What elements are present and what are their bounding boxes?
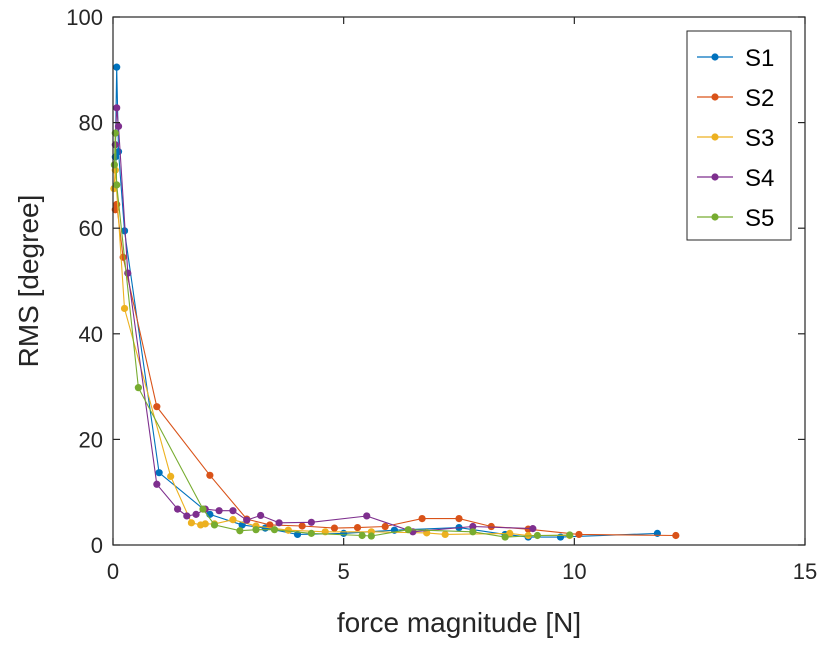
- data-point-s5: [236, 527, 244, 535]
- legend-label: S5: [745, 205, 774, 232]
- data-point-s3: [187, 519, 196, 527]
- data-point-s4: [529, 525, 537, 533]
- data-point-s4: [114, 122, 123, 130]
- series-layer: [110, 63, 680, 541]
- data-point-s2: [353, 523, 362, 532]
- data-point-s5: [533, 531, 542, 540]
- data-point-s5: [566, 531, 574, 539]
- data-point-s2: [266, 521, 274, 529]
- data-point-s3: [441, 530, 449, 539]
- y-tick-label: 60: [79, 216, 103, 241]
- data-point-s2: [418, 515, 426, 523]
- data-point-s5: [252, 526, 260, 534]
- y-tick-label: 40: [79, 322, 103, 347]
- y-tick-label: 100: [66, 5, 103, 30]
- data-point-s5: [270, 526, 279, 534]
- series-s5: [110, 129, 574, 541]
- data-point-s3: [201, 520, 209, 528]
- data-point-s3: [284, 526, 292, 534]
- data-point-s5: [404, 526, 412, 534]
- data-point-s1: [113, 63, 121, 71]
- data-point-s3: [229, 516, 237, 524]
- x-tick-label: 15: [793, 559, 817, 584]
- x-tick-label: 0: [107, 559, 119, 584]
- legend-entry-s3: S3: [697, 125, 774, 152]
- plot-frame: [112, 16, 806, 546]
- data-point-s2: [330, 524, 339, 532]
- legend-entry-s5: S5: [697, 205, 774, 232]
- x-tick-label: 10: [562, 559, 586, 584]
- legend-marker: [711, 213, 719, 221]
- legend-label: S1: [745, 45, 774, 72]
- data-point-s1: [155, 469, 163, 477]
- legend-label: S2: [745, 85, 774, 112]
- data-point-s4: [215, 507, 223, 515]
- data-point-s5: [358, 531, 366, 540]
- data-point-s2: [455, 515, 463, 523]
- data-point-s4: [183, 512, 191, 520]
- y-tick-label: 80: [79, 111, 103, 136]
- data-point-s4: [243, 516, 251, 524]
- data-point-s4: [469, 522, 477, 531]
- data-point-s2: [487, 522, 495, 531]
- legend-entry-s2: S2: [697, 85, 774, 112]
- ticks-layer: 0 5 10 15 0 20 40 60 80 100: [66, 5, 817, 584]
- legend-box: [686, 30, 792, 241]
- data-point-s2: [575, 530, 583, 539]
- data-point-s2: [298, 522, 306, 530]
- legend-marker: [711, 133, 719, 141]
- data-point-s2: [672, 531, 680, 540]
- data-point-s5: [113, 181, 121, 189]
- data-point-s5: [110, 161, 118, 169]
- data-point-s3: [120, 304, 129, 313]
- data-point-s1: [653, 529, 661, 537]
- data-point-s4: [307, 518, 315, 526]
- legend: S1 S2 S3 S4 S5: [686, 30, 792, 241]
- data-point-s5: [199, 505, 207, 513]
- data-point-s5: [307, 529, 315, 537]
- legend-marker: [711, 173, 719, 181]
- data-point-s4: [113, 104, 121, 112]
- data-point-s1: [120, 227, 129, 235]
- data-point-s2: [381, 522, 389, 531]
- x-axis-title: force magnitude [N]: [337, 607, 581, 638]
- data-point-s2: [153, 403, 161, 411]
- data-point-s4: [363, 512, 371, 520]
- data-point-s4: [173, 505, 182, 513]
- data-point-s4: [229, 507, 237, 515]
- data-point-s5: [210, 521, 219, 529]
- legend-entry-s1: S1: [697, 45, 774, 72]
- legend-entry-s4: S4: [697, 165, 774, 192]
- data-point-s4: [124, 269, 132, 277]
- data-point-s1: [340, 529, 348, 537]
- data-point-s5: [501, 533, 509, 541]
- data-point-s4: [192, 510, 200, 518]
- legend-marker: [711, 53, 719, 61]
- data-point-s2: [206, 471, 214, 479]
- y-axis-title: RMS [degree]: [13, 195, 44, 368]
- data-point-s4: [257, 511, 265, 520]
- data-point-s5: [469, 528, 477, 536]
- data-point-s4: [275, 519, 283, 527]
- data-point-s4: [153, 480, 161, 488]
- y-tick-label: 20: [79, 427, 103, 452]
- legend-marker: [711, 93, 719, 101]
- legend-label: S4: [745, 165, 774, 192]
- data-point-s3: [167, 472, 175, 480]
- data-point-s5: [367, 532, 375, 540]
- legend-label: S3: [745, 125, 774, 152]
- data-point-s5: [134, 384, 142, 392]
- x-tick-label: 5: [338, 559, 350, 584]
- y-tick-label: 0: [91, 533, 103, 558]
- series-line-s1: [114, 67, 658, 538]
